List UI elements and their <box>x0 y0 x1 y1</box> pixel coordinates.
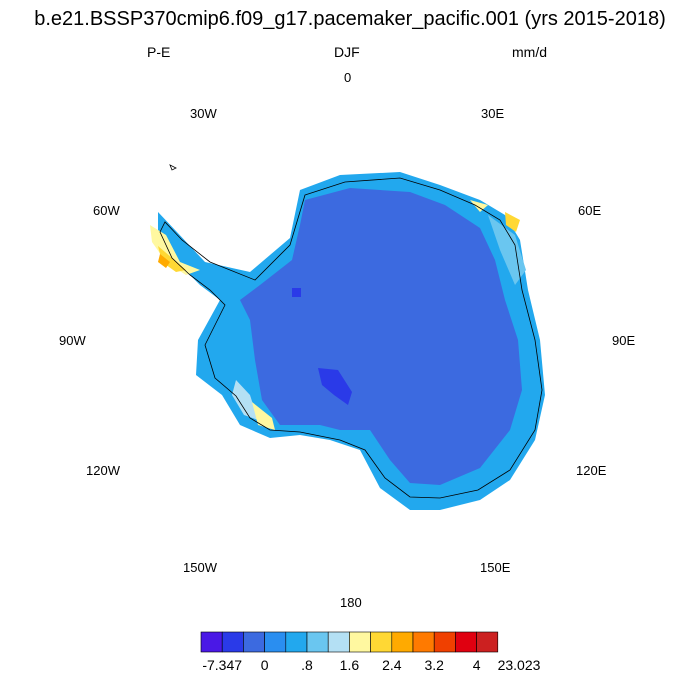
lon-label-150e: 150E <box>480 560 511 575</box>
colorbar-tick-label: 0 <box>261 657 269 673</box>
colorbar-tick-label: -7.347 <box>202 657 242 673</box>
lon-label-60e: 60E <box>578 203 602 218</box>
colorbar-box <box>476 631 499 653</box>
coastal-light <box>488 215 526 285</box>
lon-label-90e: 90E <box>612 333 636 348</box>
lon-label-60w: 60W <box>93 203 120 218</box>
colorbar-box <box>370 631 393 653</box>
lon-label-150w: 150W <box>183 560 217 575</box>
colorbar-box <box>412 631 435 653</box>
colorbar-tick-label: 3.2 <box>424 657 444 673</box>
coastline <box>159 177 543 499</box>
lon-label-180: 180 <box>340 595 362 610</box>
colorbar-box <box>349 631 371 653</box>
lon-label-30e: 30E <box>481 106 505 121</box>
ice-shelf-low <box>318 368 352 405</box>
colorbar-box <box>285 631 308 653</box>
coastal-light-west <box>232 380 258 420</box>
colorbar-tick-label: 2.4 <box>382 657 402 673</box>
colorbar-box <box>306 631 329 653</box>
colorbar-tick-label: 4 <box>473 657 481 673</box>
lon-label-120w: 120W <box>86 463 120 478</box>
lon-label-0: 0 <box>344 70 352 85</box>
ice-spot-low <box>292 288 301 297</box>
colorbar-box <box>455 631 477 653</box>
lon-label-30w: 30W <box>190 106 217 121</box>
colorbar-box <box>243 631 265 653</box>
variable-label: P-E <box>147 44 171 60</box>
small-island <box>169 164 177 171</box>
colorbar-tick-label: .8 <box>301 657 313 673</box>
units-label: mm/d <box>512 44 547 60</box>
lon-label-120e: 120E <box>576 463 607 478</box>
peninsula-orange <box>158 246 186 272</box>
east-pale <box>470 200 488 212</box>
east-yellow <box>505 212 520 232</box>
colorbar-box <box>327 631 350 653</box>
colorbar-box <box>391 631 414 653</box>
colorbar-tick-label: 1.6 <box>340 657 360 673</box>
ice-interior <box>240 188 522 485</box>
colorbar-box <box>433 631 456 653</box>
colorbar-box <box>264 631 287 653</box>
plot-title: b.e21.BSSP370cmip6.f09_g17.pacemaker_pac… <box>34 8 666 30</box>
colorbar-tick-label: 23.023 <box>498 657 541 673</box>
season-label: DJF <box>334 44 360 60</box>
colorbar-box <box>221 631 244 653</box>
lon-label-90w: 90W <box>59 333 86 348</box>
peninsula-dark-orange <box>158 254 170 268</box>
colorbar-box <box>200 631 223 653</box>
